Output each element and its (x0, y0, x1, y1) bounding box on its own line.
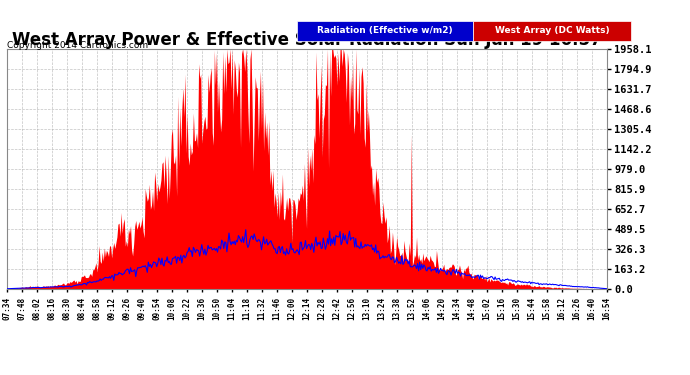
Text: Copyright 2014 Cartronics.com: Copyright 2014 Cartronics.com (7, 41, 148, 50)
Text: Radiation (Effective w/m2): Radiation (Effective w/m2) (317, 26, 453, 36)
Text: West Array (DC Watts): West Array (DC Watts) (495, 26, 609, 36)
Title: West Array Power & Effective Solar Radiation Sun Jan 19 16:57: West Array Power & Effective Solar Radia… (12, 31, 602, 49)
